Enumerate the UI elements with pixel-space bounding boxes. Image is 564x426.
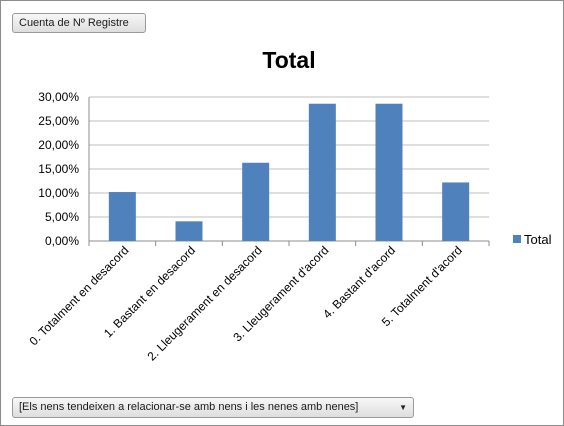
y-tick-label: 15,00%	[38, 162, 79, 176]
y-tick-label: 20,00%	[38, 138, 79, 152]
y-tick-label: 5,00%	[45, 210, 79, 224]
y-tick-label: 0,00%	[45, 234, 79, 248]
filter-dropdown-value: [Els nens tendeixen a relacionar-se amb …	[19, 401, 359, 413]
x-tick-label: 4. Bastant d'acord	[320, 243, 398, 321]
y-tick-label: 30,00%	[38, 90, 79, 104]
bar	[375, 103, 403, 241]
y-tick-label: 10,00%	[38, 186, 79, 200]
y-tick-label: 25,00%	[38, 114, 79, 128]
bar	[308, 103, 336, 241]
bar	[108, 192, 136, 241]
filter-dropdown[interactable]: [Els nens tendeixen a relacionar-se amb …	[12, 397, 414, 418]
chart-title: Total	[262, 47, 316, 73]
legend-label: Total	[524, 232, 552, 247]
dropdown-arrow-icon[interactable]: ▼	[399, 403, 407, 412]
bar	[242, 162, 270, 241]
x-tick-label: 2. Lleugerament en desacord	[145, 243, 265, 363]
bar	[442, 182, 470, 241]
bar	[175, 221, 203, 241]
legend-swatch	[513, 235, 521, 243]
value-field-button[interactable]: Cuenta de Nº Registre	[12, 13, 146, 33]
